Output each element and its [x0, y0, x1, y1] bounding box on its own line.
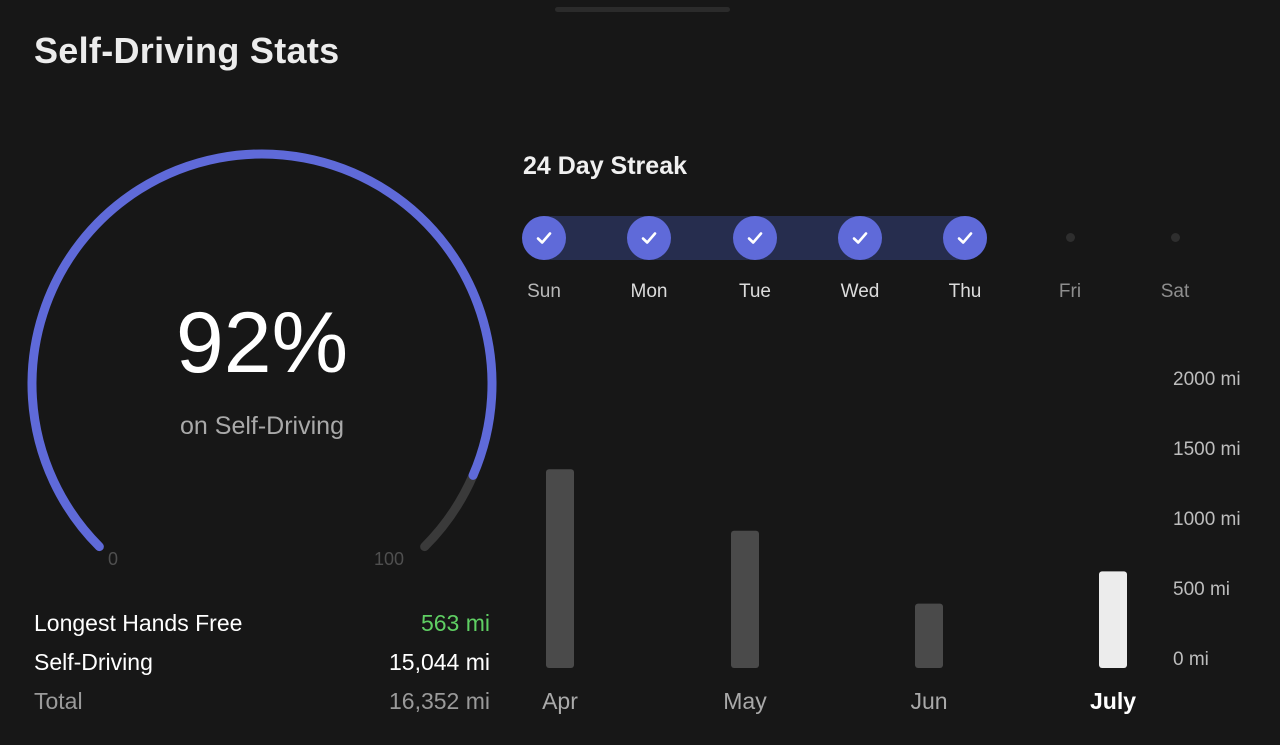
gauge-percent-value: 92% — [175, 295, 349, 391]
stat-value: 15,044 mi — [388, 648, 490, 675]
streak-day-label: Mon — [630, 281, 668, 302]
streak-day-label: Fri — [1058, 281, 1082, 302]
page-title: Self-Driving Stats — [34, 30, 340, 71]
bar-may[interactable] — [731, 530, 759, 668]
streak-day-complete — [733, 216, 777, 260]
stat-total: Total 16,352 mi — [34, 685, 490, 717]
gauge-caption: on Self-Driving — [180, 412, 344, 440]
streak-day-complete — [838, 216, 882, 260]
drag-handle[interactable] — [555, 7, 730, 12]
streak-day-label: Sun — [527, 281, 561, 302]
stat-value: 16,352 mi — [388, 687, 490, 714]
stat-label: Longest Hands Free — [34, 609, 243, 636]
streak-day-complete — [522, 216, 566, 260]
streak-day-label: Tue — [738, 281, 772, 302]
streak-day-label: Wed — [840, 281, 880, 302]
checkmark-icon — [536, 232, 552, 244]
y-tick-label: 1500 mi — [1173, 439, 1241, 460]
gauge-max-label: 100 — [374, 549, 405, 569]
x-tick-label: July — [1090, 688, 1136, 714]
streak-day-complete — [627, 216, 671, 260]
stat-label: Self-Driving — [34, 648, 153, 675]
bar-apr[interactable] — [546, 469, 574, 668]
checkmark-icon — [641, 232, 657, 244]
streak-day-label: Thu — [948, 281, 982, 302]
checkmark-icon — [747, 232, 763, 244]
y-tick-label: 2000 mi — [1173, 369, 1241, 390]
monthly-miles-chart: 2000 mi 1500 mi 1000 mi 500 mi 0 mi Apr May Jun… — [542, 369, 1241, 714]
checkmark-icon — [957, 232, 973, 244]
streak-title: 24 Day Streak — [523, 152, 688, 180]
self-driving-gauge — [27, 149, 497, 552]
streak-day-pending — [1065, 233, 1075, 242]
x-tick-label: Jun — [910, 688, 947, 714]
y-tick-label: 0 mi — [1173, 649, 1209, 670]
stat-self-driving: Self-Driving 15,044 mi — [34, 646, 490, 678]
gauge-track — [420, 470, 478, 552]
x-tick-label: Apr — [542, 688, 578, 714]
y-tick-label: 1000 mi — [1173, 509, 1241, 530]
streak-day-complete — [943, 216, 987, 260]
stat-label: Total — [34, 687, 83, 714]
gauge-fill — [27, 149, 497, 552]
bar-jun[interactable] — [915, 603, 943, 668]
x-tick-label: May — [723, 688, 767, 714]
stat-value: 563 mi — [420, 609, 490, 636]
gauge-min-label: 0 — [108, 549, 119, 569]
stat-longest-hands-free: Longest Hands Free 563 mi — [34, 607, 490, 639]
y-tick-label: 500 mi — [1173, 579, 1230, 600]
streak-day-pending — [1170, 233, 1180, 242]
bar-july[interactable] — [1099, 571, 1127, 668]
streak-day-label: Sat — [1160, 281, 1190, 302]
checkmark-icon — [852, 232, 868, 244]
